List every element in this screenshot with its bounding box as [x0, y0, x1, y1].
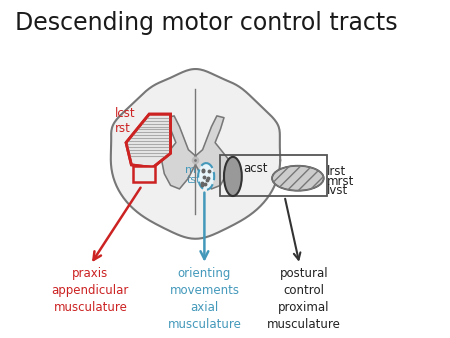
- Ellipse shape: [272, 166, 324, 191]
- Text: rst: rst: [115, 122, 131, 135]
- Polygon shape: [195, 116, 230, 189]
- Polygon shape: [133, 166, 154, 182]
- Ellipse shape: [198, 163, 214, 190]
- Text: acst: acst: [243, 162, 268, 175]
- Ellipse shape: [224, 157, 242, 196]
- Text: lrst: lrst: [327, 165, 346, 178]
- Text: lcst: lcst: [115, 107, 136, 120]
- Polygon shape: [162, 116, 195, 189]
- Circle shape: [193, 157, 198, 164]
- Text: praxis
appendicular
musculature: praxis appendicular musculature: [52, 267, 129, 314]
- Polygon shape: [111, 69, 280, 239]
- Polygon shape: [126, 114, 171, 168]
- Text: tst: tst: [187, 175, 201, 185]
- Text: Descending motor control tracts: Descending motor control tracts: [15, 11, 397, 35]
- Bar: [220, 155, 327, 196]
- Text: postural
control
proximal
musculature: postural control proximal musculature: [267, 267, 341, 331]
- Text: mrst: mrst: [327, 175, 355, 188]
- Text: lvst: lvst: [327, 185, 348, 197]
- Text: orienting
movements
axial
musculature: orienting movements axial musculature: [167, 267, 241, 331]
- Text: mvst: mvst: [185, 165, 212, 175]
